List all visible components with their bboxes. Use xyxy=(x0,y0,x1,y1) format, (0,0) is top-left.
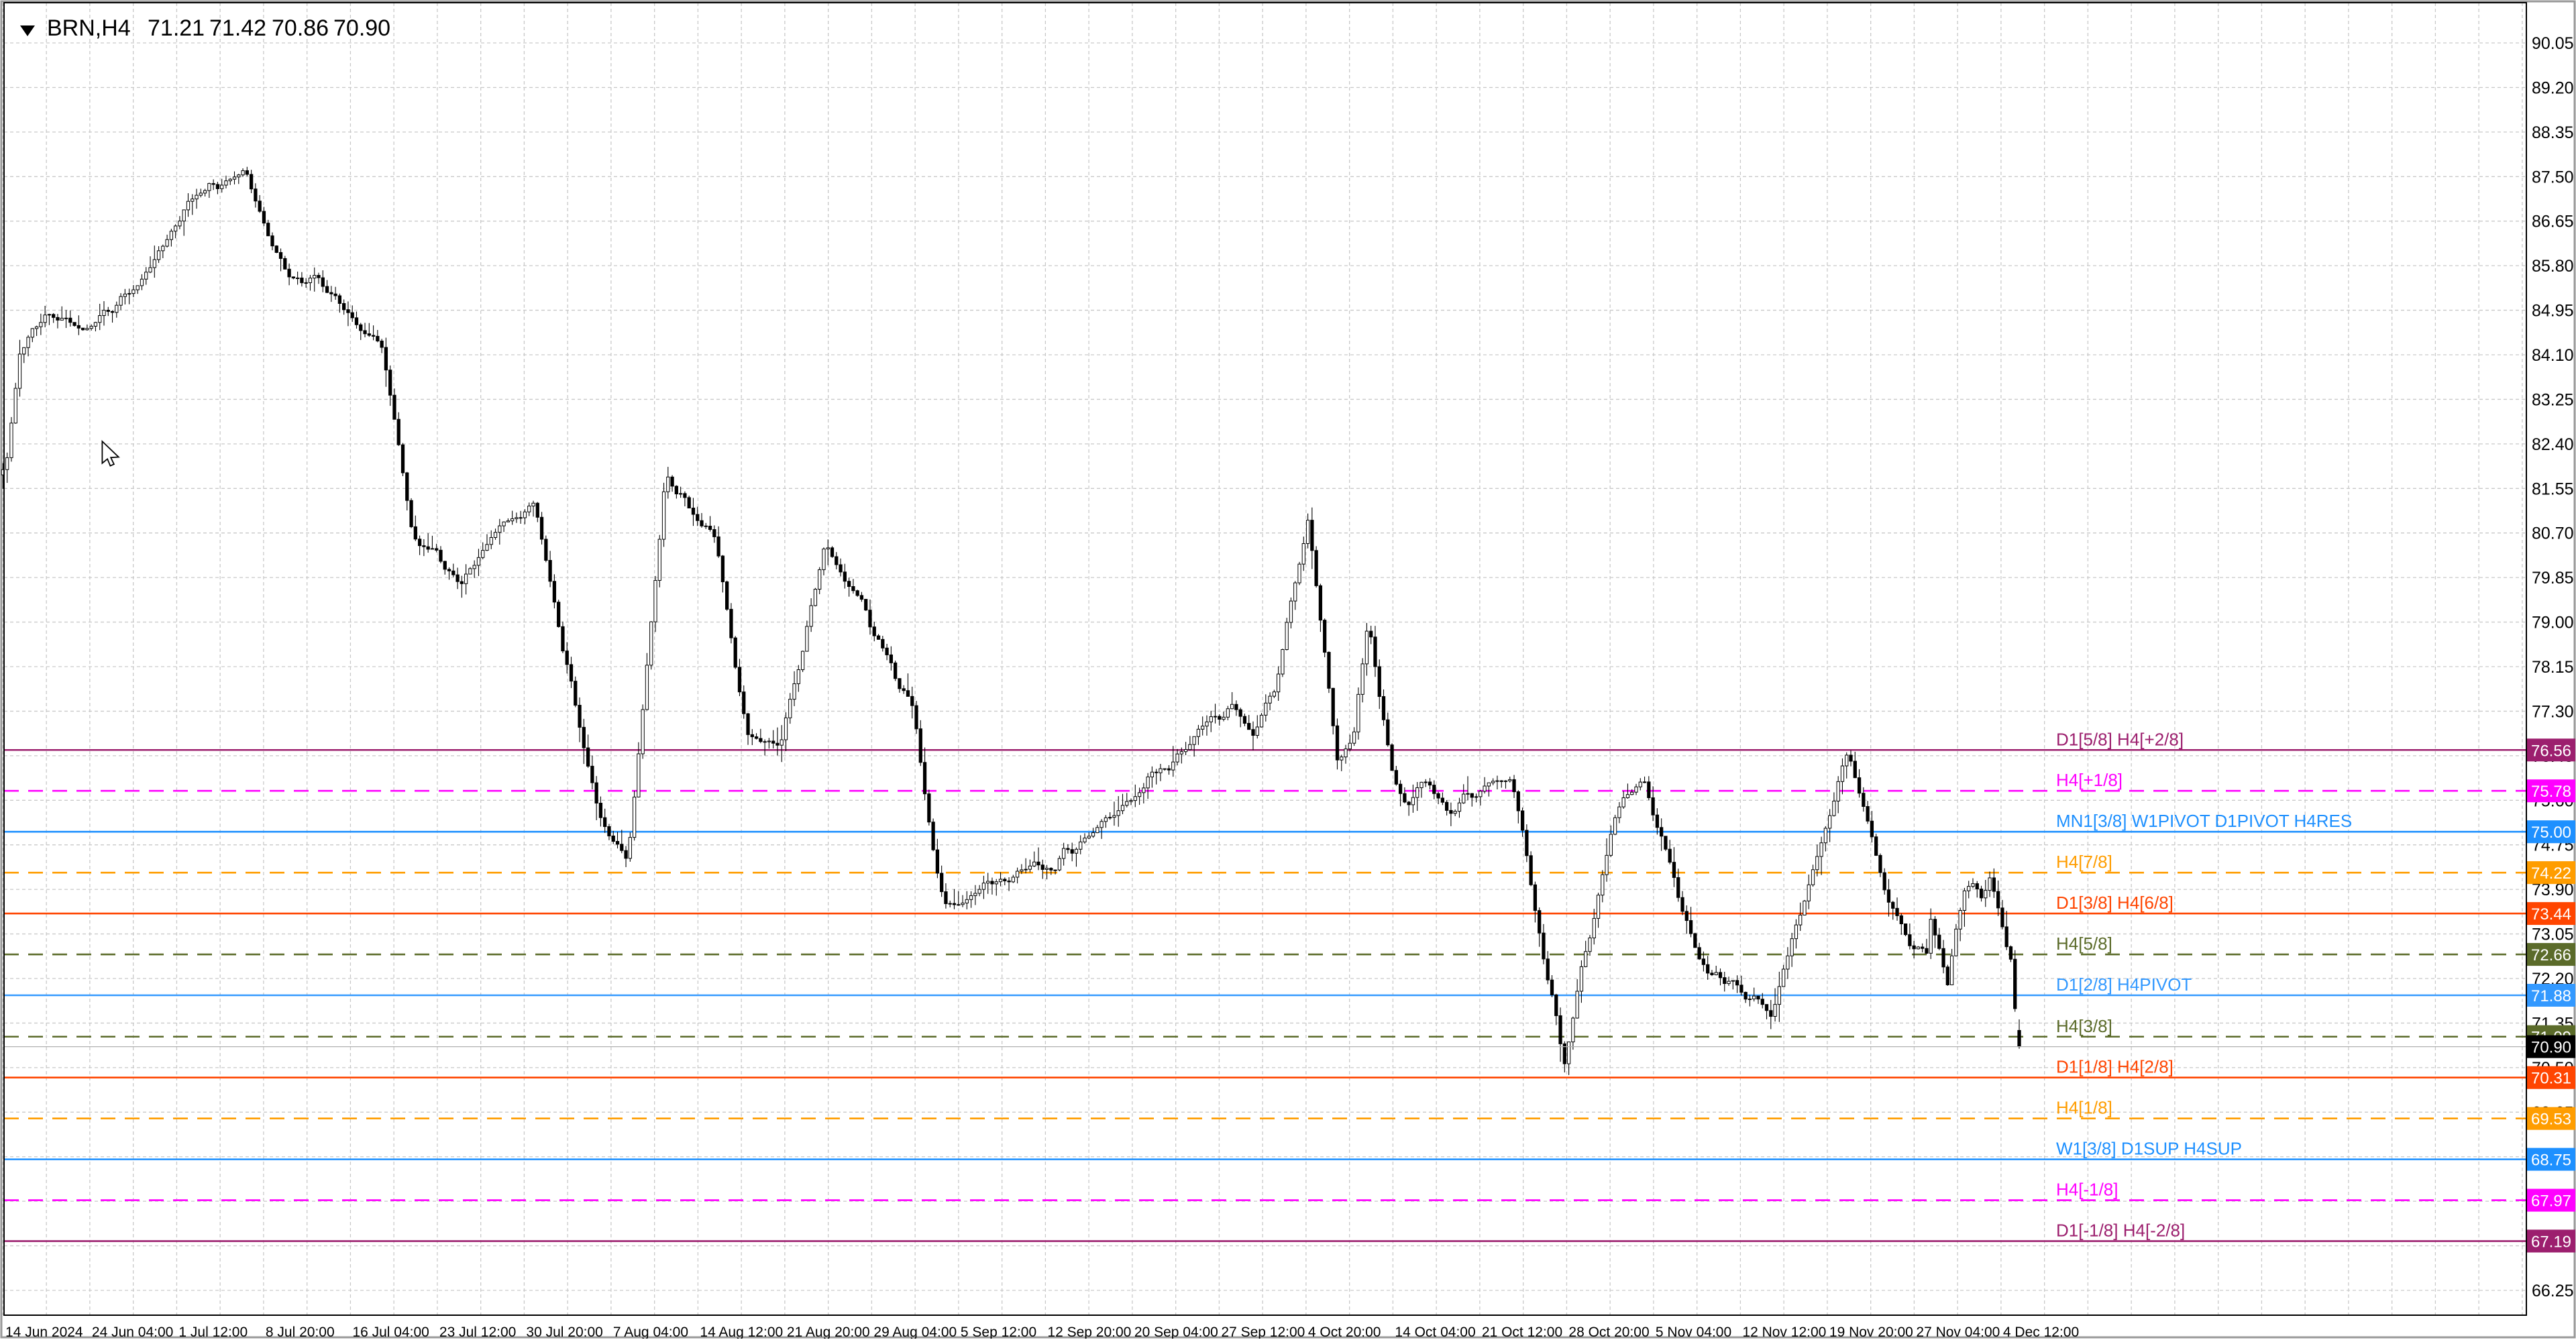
svg-text:85.80: 85.80 xyxy=(2532,257,2574,276)
svg-text:14 Jun 2024: 14 Jun 2024 xyxy=(5,1325,83,1339)
svg-text:83.25: 83.25 xyxy=(2532,390,2574,409)
svg-text:14 Aug 12:00: 14 Aug 12:00 xyxy=(700,1325,783,1339)
svg-text:77.30: 77.30 xyxy=(2532,702,2574,721)
svg-text:72.66: 72.66 xyxy=(2531,946,2571,964)
svg-text:66.25: 66.25 xyxy=(2532,1282,2574,1300)
svg-text:29 Aug 04:00: 29 Aug 04:00 xyxy=(873,1325,957,1339)
svg-text:4 Dec 12:00: 4 Dec 12:00 xyxy=(2003,1325,2079,1339)
svg-text:75.00: 75.00 xyxy=(2531,824,2571,842)
svg-text:20 Sep 04:00: 20 Sep 04:00 xyxy=(1134,1325,1218,1339)
svg-text:4 Oct 20:00: 4 Oct 20:00 xyxy=(1308,1325,1381,1339)
svg-text:5 Sep 12:00: 5 Sep 12:00 xyxy=(961,1325,1036,1339)
svg-text:70.31: 70.31 xyxy=(2531,1070,2571,1088)
svg-text:76.56: 76.56 xyxy=(2531,742,2571,760)
svg-text:71.42: 71.42 xyxy=(209,15,266,41)
svg-text:19 Nov 20:00: 19 Nov 20:00 xyxy=(1829,1325,1913,1339)
svg-text:21 Aug 20:00: 21 Aug 20:00 xyxy=(787,1325,870,1339)
svg-text:89.20: 89.20 xyxy=(2532,78,2574,97)
svg-text:87.50: 87.50 xyxy=(2532,168,2574,186)
svg-text:70.86: 70.86 xyxy=(272,15,329,41)
svg-text:H4[7/8]: H4[7/8] xyxy=(2056,852,2112,872)
svg-text:88.35: 88.35 xyxy=(2532,123,2574,142)
svg-text:28 Oct 20:00: 28 Oct 20:00 xyxy=(1568,1325,1649,1339)
svg-text:90.05: 90.05 xyxy=(2532,34,2574,53)
svg-text:D1[5/8] H4[+2/8]: D1[5/8] H4[+2/8] xyxy=(2056,729,2184,749)
svg-text:W1[3/8] D1SUP H4SUP: W1[3/8] D1SUP H4SUP xyxy=(2056,1139,2242,1159)
svg-text:16 Jul 04:00: 16 Jul 04:00 xyxy=(352,1325,429,1339)
svg-text:30 Jul 20:00: 30 Jul 20:00 xyxy=(526,1325,602,1339)
svg-text:84.10: 84.10 xyxy=(2532,346,2574,365)
svg-text:67.19: 67.19 xyxy=(2531,1233,2571,1251)
svg-text:71.21: 71.21 xyxy=(148,15,205,41)
svg-text:86.65: 86.65 xyxy=(2532,213,2574,231)
svg-text:82.40: 82.40 xyxy=(2532,435,2574,454)
svg-text:BRN,H4: BRN,H4 xyxy=(47,15,131,41)
svg-text:D1[1/8] H4[2/8]: D1[1/8] H4[2/8] xyxy=(2056,1057,2174,1077)
svg-text:12 Nov 12:00: 12 Nov 12:00 xyxy=(1742,1325,1826,1339)
svg-text:MN1[3/8] W1PIVOT D1PIVOT H4RES: MN1[3/8] W1PIVOT D1PIVOT H4RES xyxy=(2056,811,2352,831)
svg-text:81.55: 81.55 xyxy=(2532,480,2574,498)
svg-text:84.95: 84.95 xyxy=(2532,302,2574,321)
svg-text:79.85: 79.85 xyxy=(2532,569,2574,588)
svg-text:27 Sep 12:00: 27 Sep 12:00 xyxy=(1221,1325,1305,1339)
svg-text:70.90: 70.90 xyxy=(2531,1039,2571,1057)
svg-text:H4[5/8]: H4[5/8] xyxy=(2056,934,2112,954)
svg-text:12 Sep 20:00: 12 Sep 20:00 xyxy=(1047,1325,1131,1339)
svg-text:14 Oct 04:00: 14 Oct 04:00 xyxy=(1395,1325,1475,1339)
svg-text:8 Jul 20:00: 8 Jul 20:00 xyxy=(266,1325,335,1339)
svg-text:D1[3/8] H4[6/8]: D1[3/8] H4[6/8] xyxy=(2056,893,2174,913)
svg-text:67.97: 67.97 xyxy=(2531,1192,2571,1211)
svg-text:69.53: 69.53 xyxy=(2531,1111,2571,1129)
svg-text:73.44: 73.44 xyxy=(2531,905,2571,924)
svg-text:73.05: 73.05 xyxy=(2532,926,2574,944)
svg-text:H4[-1/8]: H4[-1/8] xyxy=(2056,1180,2118,1200)
svg-text:75.78: 75.78 xyxy=(2531,783,2571,801)
svg-text:5 Nov 04:00: 5 Nov 04:00 xyxy=(1656,1325,1731,1339)
svg-text:7 Aug 04:00: 7 Aug 04:00 xyxy=(613,1325,688,1339)
svg-text:H4[3/8]: H4[3/8] xyxy=(2056,1016,2112,1036)
svg-text:H4[+1/8]: H4[+1/8] xyxy=(2056,770,2123,790)
svg-text:70.90: 70.90 xyxy=(333,15,390,41)
svg-text:H4[1/8]: H4[1/8] xyxy=(2056,1098,2112,1118)
svg-text:78.15: 78.15 xyxy=(2532,658,2574,677)
svg-text:D1[2/8] H4PIVOT: D1[2/8] H4PIVOT xyxy=(2056,974,2192,995)
svg-text:D1[-1/8] H4[-2/8]: D1[-1/8] H4[-2/8] xyxy=(2056,1221,2185,1241)
svg-text:27 Nov 04:00: 27 Nov 04:00 xyxy=(1916,1325,2000,1339)
svg-text:79.00: 79.00 xyxy=(2532,614,2574,632)
svg-text:1 Jul 12:00: 1 Jul 12:00 xyxy=(178,1325,248,1339)
svg-text:80.70: 80.70 xyxy=(2532,524,2574,543)
svg-text:21 Oct 12:00: 21 Oct 12:00 xyxy=(1482,1325,1562,1339)
svg-text:74.22: 74.22 xyxy=(2531,864,2571,883)
svg-text:23 Jul 12:00: 23 Jul 12:00 xyxy=(439,1325,516,1339)
svg-text:71.88: 71.88 xyxy=(2531,987,2571,1005)
svg-text:24 Jun 04:00: 24 Jun 04:00 xyxy=(92,1325,173,1339)
svg-text:68.75: 68.75 xyxy=(2531,1152,2571,1170)
